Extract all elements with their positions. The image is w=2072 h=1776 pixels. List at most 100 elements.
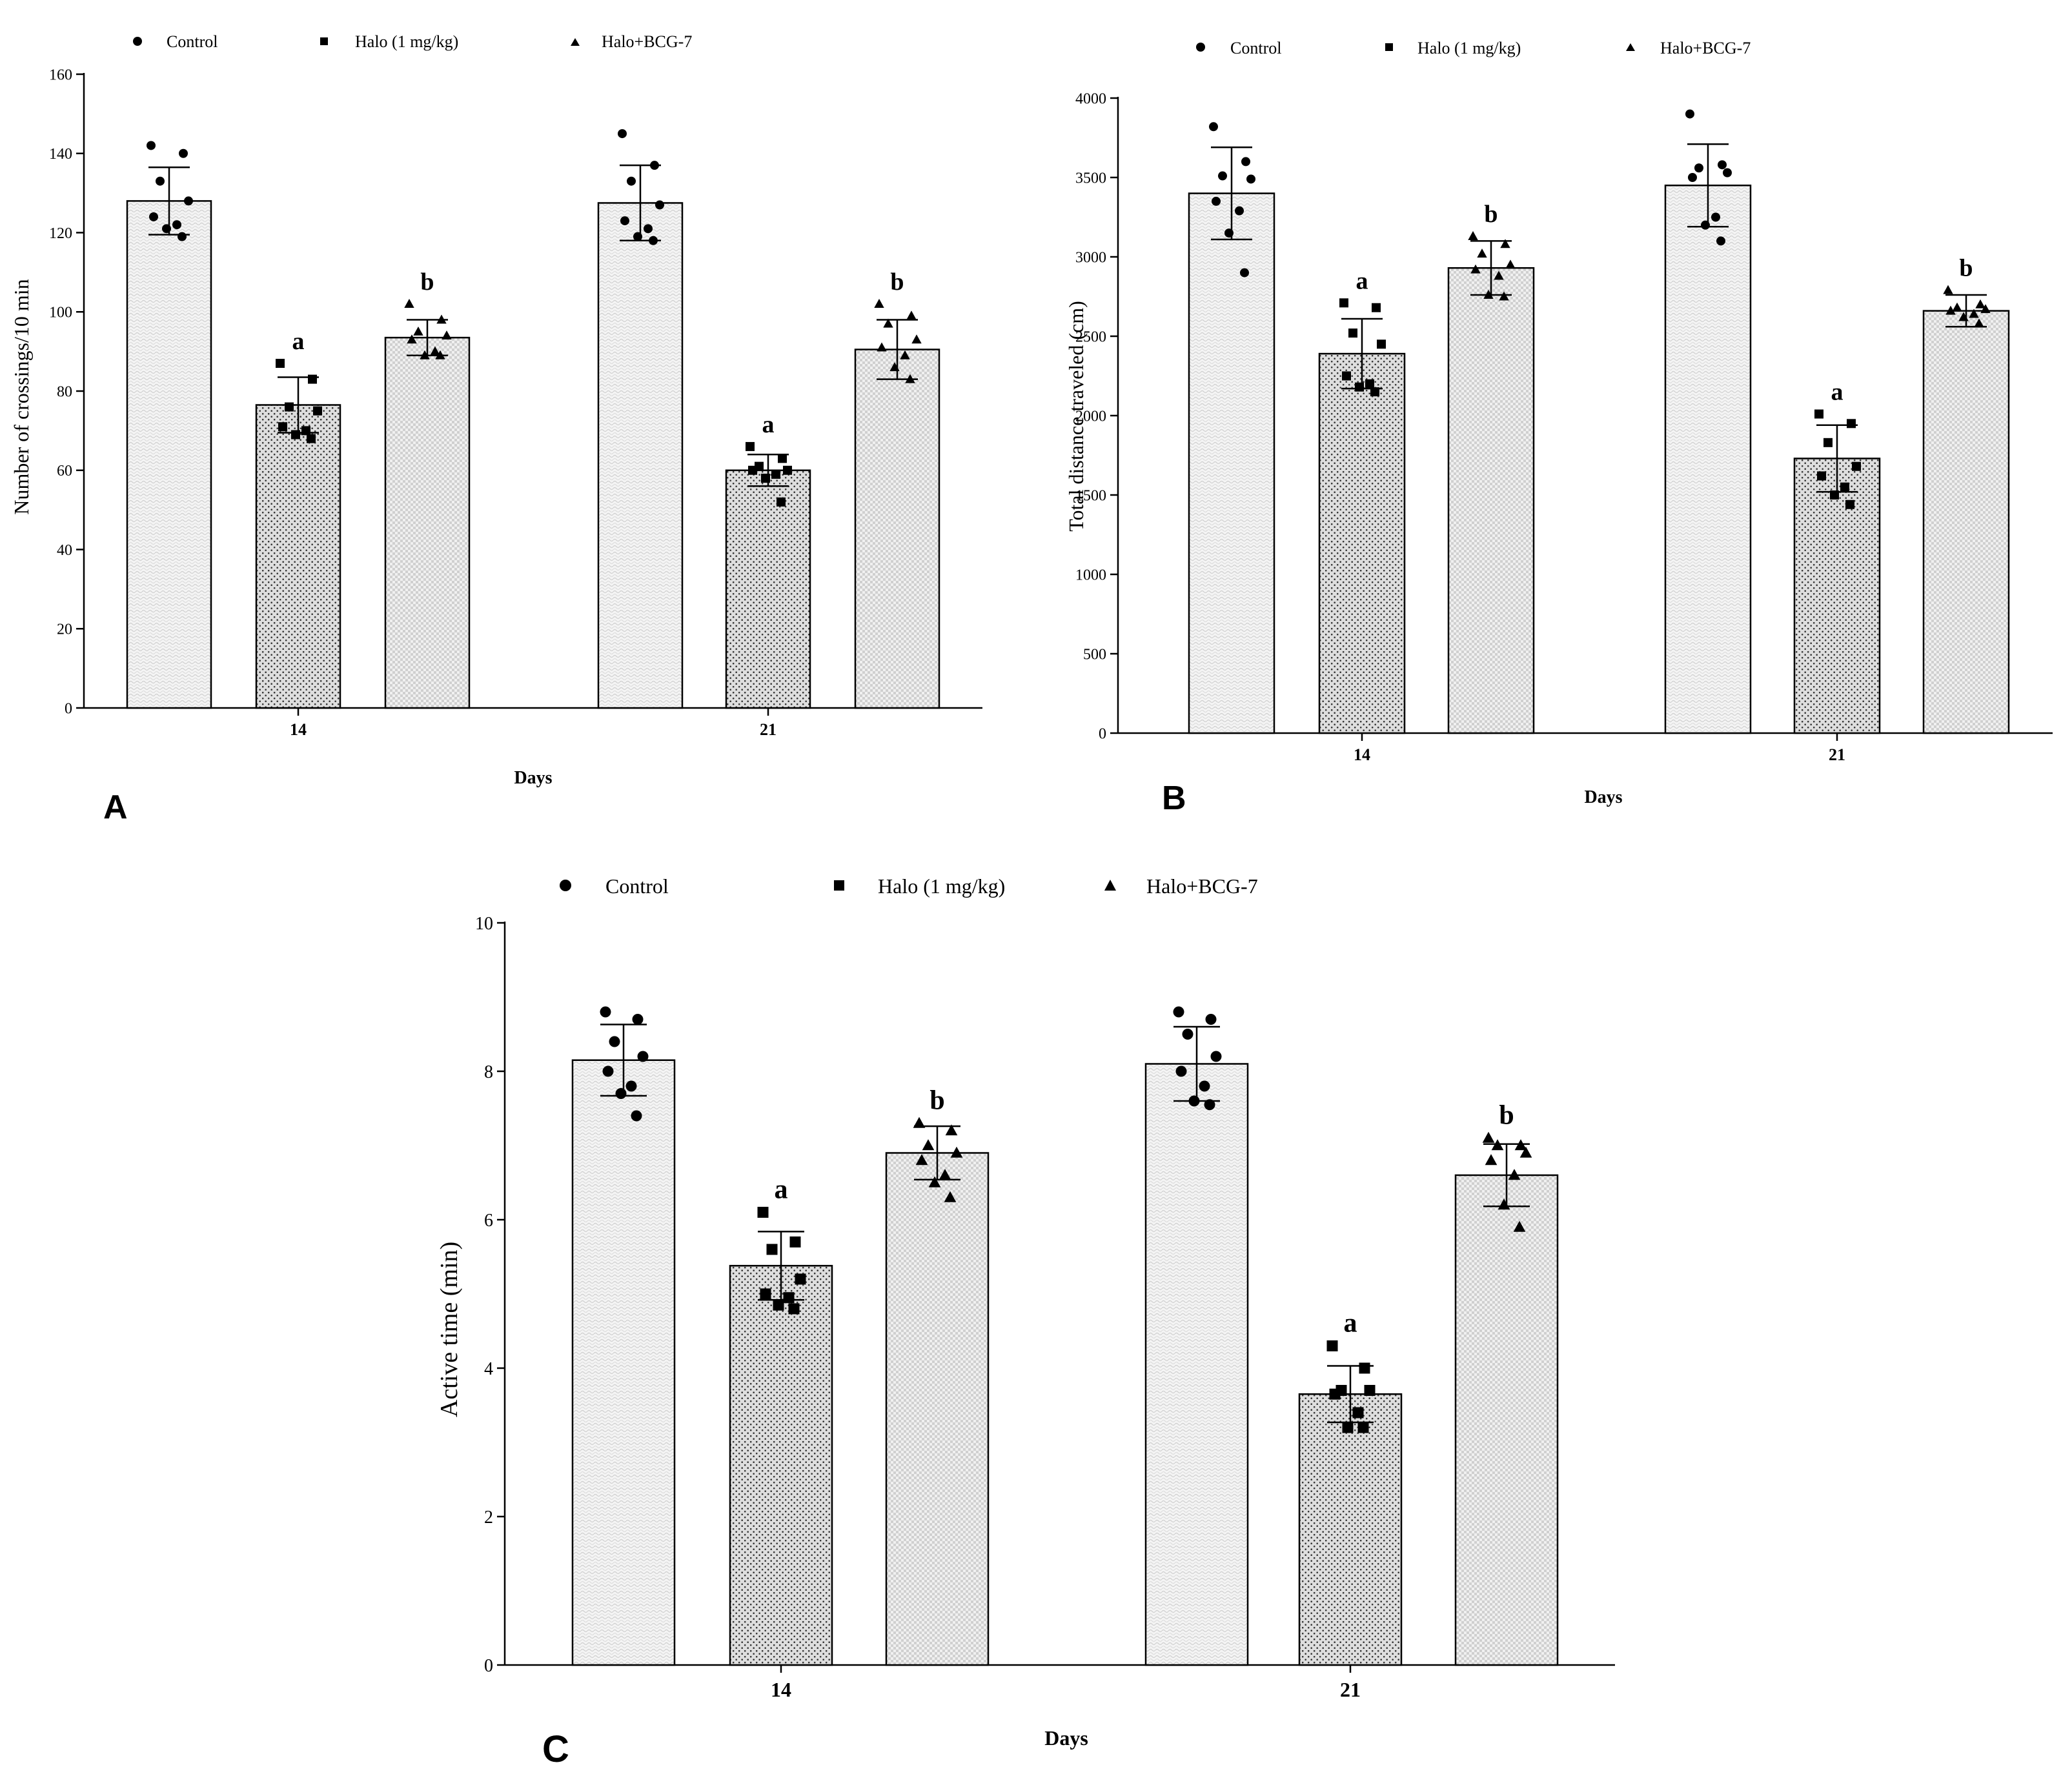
data-point <box>627 176 636 186</box>
data-point <box>172 220 181 230</box>
data-point <box>1952 302 1962 312</box>
y-tick-label: 2000 <box>1075 408 1106 425</box>
data-point <box>407 334 417 344</box>
data-point <box>1519 1146 1532 1158</box>
data-point <box>615 1088 627 1099</box>
data-point <box>746 441 755 451</box>
data-point <box>147 141 156 150</box>
data-point <box>944 1191 957 1202</box>
bar-square-14 <box>1318 352 1406 734</box>
significance-label: a <box>775 1175 788 1205</box>
data-point <box>1508 1169 1521 1180</box>
y-tick-label: 8 <box>484 1062 493 1082</box>
data-point <box>285 402 294 412</box>
x-tick-label: 14 <box>771 1678 791 1701</box>
panel-c: Control Halo (1 mg/kg) Halo+BCG-7 0 2 4 6 8 1… <box>436 874 1615 1770</box>
data-point <box>1342 371 1351 381</box>
data-point <box>179 148 188 158</box>
data-point <box>1718 160 1727 170</box>
data-point <box>430 346 440 356</box>
data-point <box>1482 1131 1495 1143</box>
data-point <box>156 176 165 186</box>
data-point <box>1204 1099 1215 1111</box>
data-point <box>162 224 171 234</box>
legend-marker-halo <box>320 37 328 45</box>
data-point <box>760 1288 771 1300</box>
significance-label: b <box>929 1086 944 1116</box>
plot-c: 0 2 4 6 8 10 a a b b 14 21 <box>475 914 1615 1701</box>
legend-label-halo: Halo (1 mg/kg) <box>1417 39 1521 57</box>
y-tick-label: 4 <box>484 1359 493 1379</box>
y-axis-title-b: Total distance traveled (cm) <box>1064 301 1088 532</box>
data-point <box>778 454 787 463</box>
data-point <box>650 161 659 170</box>
data-point <box>950 1146 963 1158</box>
y-tick-label: 2 <box>484 1508 493 1528</box>
data-point <box>632 1014 644 1025</box>
x-tick-label: 21 <box>1829 745 1845 764</box>
legend-marker-halo <box>834 880 844 891</box>
data-point <box>1498 1198 1510 1210</box>
data-point <box>1711 212 1720 222</box>
panel-label-a: A <box>103 789 128 826</box>
data-point <box>1326 1340 1338 1351</box>
y-tick-label: 1500 <box>1075 487 1106 504</box>
data-point <box>1969 308 1979 318</box>
bar-square-14 <box>729 1265 833 1666</box>
bar-square-21 <box>725 469 811 709</box>
significance-label: a <box>1356 267 1368 294</box>
data-point <box>1958 312 1969 321</box>
data-point <box>1209 122 1218 132</box>
data-point <box>877 342 887 352</box>
y-tick-label: 140 <box>49 146 72 163</box>
data-point <box>625 1080 637 1092</box>
data-point <box>900 350 910 359</box>
data-point <box>883 318 893 328</box>
data-point <box>1246 174 1255 184</box>
y-tick-label: 60 <box>57 463 72 479</box>
y-tick-label: 2500 <box>1075 328 1106 345</box>
data-point <box>278 422 287 432</box>
plot-b: 0 500 1000 1500 2000 2500 3000 3500 4000 a a b b 14 21 <box>1075 90 2053 764</box>
data-point <box>1240 268 1249 278</box>
legend-label-control: Control <box>1230 39 1281 57</box>
significance-label: a <box>1831 379 1843 406</box>
data-point <box>945 1124 958 1136</box>
bar-circle-21 <box>597 202 684 709</box>
data-point <box>911 334 922 344</box>
data-point <box>1723 168 1732 177</box>
y-tick-label: 40 <box>57 542 72 559</box>
data-point <box>1477 248 1487 258</box>
y-tick-label: 500 <box>1083 646 1106 663</box>
bar-circle-14 <box>126 200 212 709</box>
data-point <box>618 129 627 139</box>
data-point <box>1688 173 1697 182</box>
data-point <box>1701 220 1710 230</box>
data-point <box>1175 1065 1187 1077</box>
data-point <box>1974 318 1984 328</box>
legend-label-control: Control <box>167 32 218 51</box>
significance-label: a <box>1344 1309 1357 1338</box>
bar-triangle-14 <box>1447 267 1535 734</box>
bar-square-21 <box>1793 458 1881 734</box>
data-point <box>915 1154 928 1166</box>
x-axis-title-a: Days <box>514 768 552 788</box>
data-point <box>1945 305 1956 315</box>
legend-marker-control <box>560 880 571 891</box>
data-point <box>1339 298 1348 308</box>
data-point <box>1364 1385 1376 1396</box>
data-point <box>1357 1422 1369 1433</box>
data-point <box>1694 163 1703 173</box>
bar-triangle-21 <box>854 348 940 709</box>
data-point <box>1370 387 1379 397</box>
y-tick-label: 10 <box>475 914 493 934</box>
data-point <box>889 362 900 372</box>
data-point <box>1182 1029 1193 1040</box>
legend-label-halo: Halo (1 mg/kg) <box>355 32 458 51</box>
data-point <box>178 232 187 241</box>
x-tick-label: 14 <box>290 720 307 739</box>
data-point <box>633 232 642 241</box>
x-tick-label: 14 <box>1354 745 1370 764</box>
data-point <box>1241 157 1250 166</box>
data-point <box>748 465 757 475</box>
